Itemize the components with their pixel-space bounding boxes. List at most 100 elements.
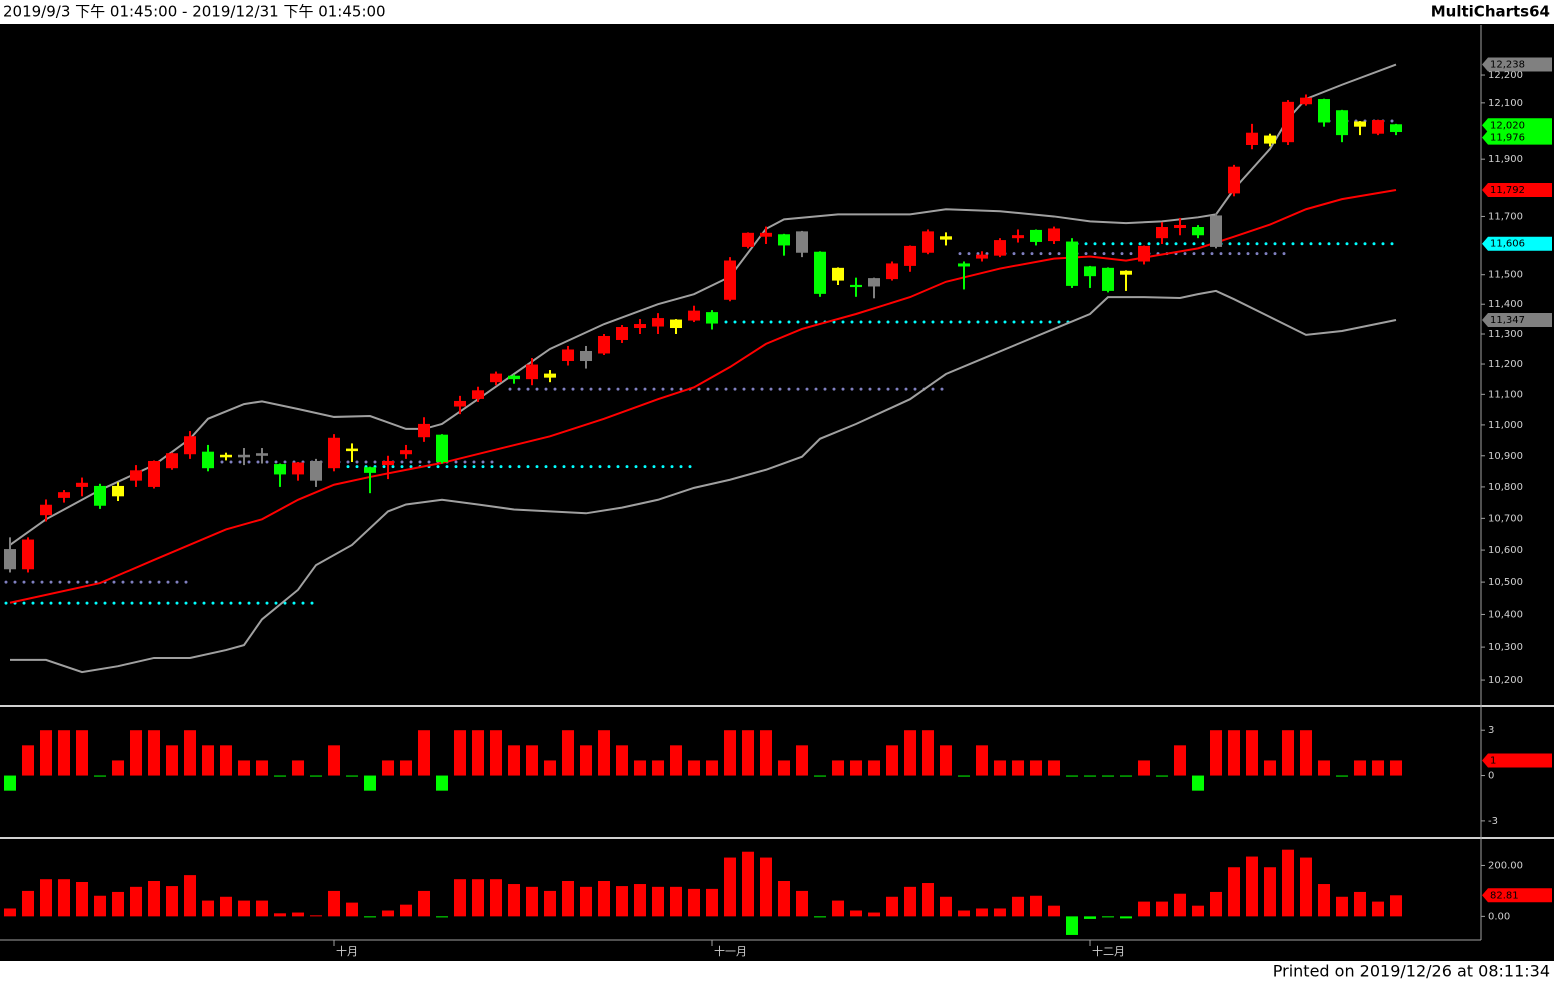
price-marker xyxy=(1482,182,1552,197)
histogram-bar xyxy=(40,730,52,776)
histogram-bar xyxy=(328,745,340,776)
candle-body xyxy=(472,390,484,399)
candle-body xyxy=(1336,110,1348,136)
histogram-bar xyxy=(1066,775,1078,777)
histogram-bar xyxy=(616,886,628,917)
y-tick-label: 11,000 xyxy=(1488,420,1523,431)
histogram-bar xyxy=(220,745,232,776)
y-tick-label: 12,200 xyxy=(1488,70,1523,81)
histogram-bar xyxy=(688,760,700,776)
y-tick-label: 11,100 xyxy=(1488,389,1523,400)
histogram-bar xyxy=(544,890,556,917)
histogram-bar xyxy=(778,760,790,776)
candle-body xyxy=(1066,241,1078,286)
price-marker-label: 1 xyxy=(1490,755,1496,766)
candle-body xyxy=(1228,166,1240,194)
histogram-bar xyxy=(1210,891,1222,917)
histogram-bar xyxy=(418,730,430,776)
price-marker xyxy=(1482,236,1552,251)
price-marker xyxy=(1482,130,1552,145)
candle-body xyxy=(1210,215,1222,247)
candle-body xyxy=(832,267,844,281)
histogram-bar xyxy=(346,902,358,917)
histogram-bar xyxy=(292,760,304,776)
candle-body xyxy=(1156,227,1168,239)
histogram-bar xyxy=(832,900,844,917)
indicator-line xyxy=(10,289,1397,674)
histogram-bar xyxy=(994,760,1006,776)
y-tick-label: 10,200 xyxy=(1488,675,1523,686)
histogram-bar xyxy=(562,730,574,776)
y-tick-label: 11,200 xyxy=(1488,359,1523,370)
candle-body xyxy=(652,318,664,327)
histogram-bar xyxy=(22,890,34,917)
histogram-bar xyxy=(1120,916,1132,919)
histogram-bar xyxy=(148,730,160,776)
candle-body xyxy=(868,278,880,287)
histogram-bar xyxy=(112,891,124,917)
histogram-bar xyxy=(1174,745,1186,776)
histogram-bar xyxy=(508,745,520,776)
candle-body xyxy=(976,254,988,259)
candle-body xyxy=(274,464,286,475)
candle-body xyxy=(184,436,196,455)
histogram-bar xyxy=(526,886,538,917)
histogram-bar xyxy=(1138,901,1150,917)
candle-body xyxy=(1084,266,1096,277)
indicator-line xyxy=(9,63,1397,546)
print-info: Printed on 2019/12/26 at 08:11:34 xyxy=(1273,962,1550,981)
candle-body xyxy=(148,460,160,487)
histogram-bar xyxy=(760,730,772,776)
price-marker-label: 82.81 xyxy=(1490,890,1519,901)
histogram-bar xyxy=(688,888,700,917)
candle-body xyxy=(1246,132,1258,146)
histogram-bar xyxy=(940,896,952,917)
candle-body xyxy=(1030,229,1042,242)
histogram-bar xyxy=(976,745,988,776)
candle-body xyxy=(1048,228,1060,242)
histogram-bar xyxy=(634,884,646,917)
histogram-bar xyxy=(436,916,448,918)
histogram-bar xyxy=(976,908,988,917)
histogram-bar xyxy=(1066,916,1078,935)
histogram-bar xyxy=(580,886,592,917)
y-tick-label: 11,900 xyxy=(1488,154,1523,165)
histogram-bar xyxy=(76,882,88,917)
candle-body xyxy=(1354,121,1366,127)
candle-body xyxy=(940,236,952,240)
histogram-bar xyxy=(1210,730,1222,776)
candle-body xyxy=(1138,245,1150,262)
histogram-bar xyxy=(742,730,754,776)
histogram-bar xyxy=(796,890,808,917)
histogram-bar xyxy=(1228,867,1240,917)
histogram-bar xyxy=(364,775,376,791)
histogram-bar xyxy=(886,745,898,776)
candle-body xyxy=(544,373,556,378)
histogram-bar xyxy=(1084,775,1096,777)
histogram-bar xyxy=(598,880,610,917)
candle-body xyxy=(562,349,574,362)
y-tick-label: 11,300 xyxy=(1488,329,1523,340)
histogram-bar xyxy=(1318,884,1330,917)
histogram-bar xyxy=(616,745,628,776)
candle-body xyxy=(40,504,52,516)
histogram-bar xyxy=(328,890,340,917)
candle-body xyxy=(1192,227,1204,236)
histogram-bar xyxy=(382,910,394,917)
histogram-bar xyxy=(130,730,142,776)
histogram-bar xyxy=(1012,896,1024,917)
y-tick-label: 10,700 xyxy=(1488,513,1523,524)
histogram-bar xyxy=(652,886,664,917)
y-tick-label: 3 xyxy=(1488,725,1494,736)
header-bar xyxy=(0,0,1554,24)
histogram-bar xyxy=(1156,901,1168,917)
candle-body xyxy=(526,364,538,380)
histogram-bar xyxy=(1282,849,1294,917)
candle-body xyxy=(1012,235,1024,239)
histogram-bar xyxy=(670,745,682,776)
candle-body xyxy=(724,260,736,300)
y-tick-label: 0.00 xyxy=(1488,911,1510,922)
histogram-bar xyxy=(1156,775,1168,777)
x-tick-label: 十二月 xyxy=(1092,944,1125,958)
candle-body xyxy=(1282,101,1294,143)
